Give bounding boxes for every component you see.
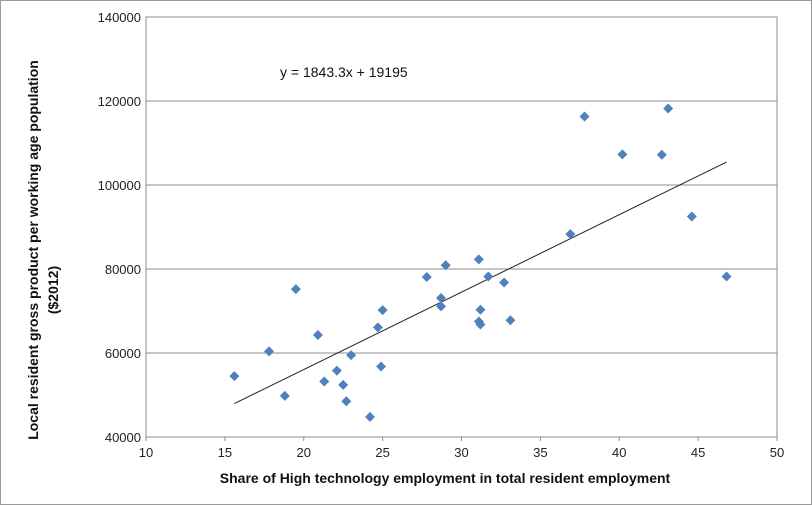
x-tick-label: 35	[533, 445, 547, 460]
x-tick-label: 25	[375, 445, 389, 460]
trendline-equation: y = 1843.3x + 19195	[280, 64, 408, 80]
x-tick-label: 15	[218, 445, 232, 460]
data-point	[229, 371, 240, 382]
data-point	[656, 149, 667, 160]
data-point	[435, 292, 446, 303]
data-point	[473, 254, 484, 265]
data-point	[341, 396, 352, 407]
data-point	[331, 365, 342, 376]
data-points	[229, 103, 732, 422]
data-point	[312, 329, 323, 340]
data-point	[376, 361, 387, 372]
data-point	[475, 319, 486, 330]
data-point	[377, 305, 388, 316]
data-point	[421, 271, 432, 282]
data-point	[565, 229, 576, 240]
y-tick-label: 80000	[105, 262, 141, 277]
y-tick-label: 120000	[98, 94, 141, 109]
x-tick-label: 40	[612, 445, 626, 460]
x-tick-label: 10	[139, 445, 153, 460]
x-axis-title: Share of High technology employment in t…	[220, 470, 671, 486]
data-point	[279, 390, 290, 401]
data-point	[475, 304, 486, 315]
y-tick-label: 60000	[105, 346, 141, 361]
data-point	[264, 346, 275, 357]
trendline	[234, 161, 727, 405]
data-point	[505, 315, 516, 326]
data-point	[338, 379, 349, 390]
data-point	[365, 411, 376, 422]
data-point	[346, 350, 357, 361]
x-tick-label: 20	[297, 445, 311, 460]
data-point	[372, 322, 383, 333]
y-tick-label: 100000	[98, 178, 141, 193]
data-point	[483, 271, 494, 282]
y-axis-tick-labels: 40000 60000 80000 100000 120000 140000	[98, 10, 141, 445]
data-point	[663, 103, 674, 114]
data-point	[290, 284, 301, 295]
y-axis-title-line1: Local resident gross product per working…	[25, 60, 41, 440]
x-tick-label: 50	[770, 445, 784, 460]
x-tick-label: 45	[691, 445, 705, 460]
y-tick-label: 40000	[105, 430, 141, 445]
data-point	[686, 211, 697, 222]
data-point	[435, 301, 446, 312]
x-axis-tick-labels: 10 15 20 25 30 35 40 45 50	[139, 437, 784, 460]
data-point	[617, 149, 628, 160]
data-point	[440, 260, 451, 271]
data-point	[579, 111, 590, 122]
data-point	[721, 271, 732, 282]
x-tick-label: 30	[454, 445, 468, 460]
y-tick-label: 140000	[98, 10, 141, 25]
data-point	[499, 277, 510, 288]
y-axis-title-line2: ($2012)	[45, 266, 61, 314]
data-point	[319, 376, 330, 387]
